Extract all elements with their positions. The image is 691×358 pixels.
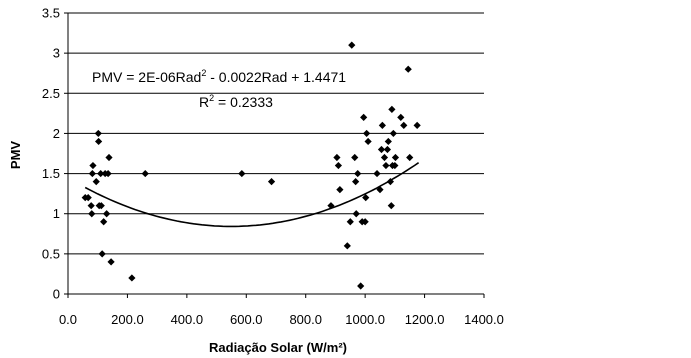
data-point — [88, 210, 96, 218]
y-tick-label: 1.5 — [42, 166, 60, 181]
data-point — [327, 202, 335, 210]
x-tick-label: 200.0 — [111, 312, 144, 327]
data-point — [94, 129, 102, 138]
data-point — [84, 194, 92, 202]
data-point — [346, 218, 354, 226]
data-point — [267, 178, 276, 186]
axes — [64, 12, 485, 298]
y-tick-label: 2.5 — [42, 86, 60, 101]
data-point — [238, 169, 246, 178]
data-point — [377, 145, 386, 154]
data-point — [380, 153, 389, 162]
polynomial-trendline — [84, 162, 420, 228]
x-tick-label: 1200.0 — [405, 312, 445, 327]
y-tick-label: 2 — [53, 126, 60, 141]
data-point — [397, 113, 405, 121]
y-tick-label: 0 — [53, 287, 60, 302]
data-point — [100, 218, 108, 226]
r-squared-label: R2 = 0.2333 — [199, 93, 273, 110]
data-point — [98, 250, 106, 258]
tick-labels: 0 0.5 1 1.5 2 2.5 3 3.5 0.0 200.0 400.0 600.0 800.0 1… — [42, 6, 504, 328]
data-point — [354, 169, 362, 178]
data-point — [387, 202, 395, 210]
data-point — [384, 137, 392, 146]
data-point — [391, 161, 399, 170]
data-point — [360, 113, 368, 121]
data-point — [128, 274, 136, 282]
data-point — [95, 137, 103, 146]
data-point — [386, 178, 394, 186]
data-point — [348, 41, 356, 49]
y-tick-label: 0.5 — [42, 246, 60, 261]
data-point — [400, 121, 408, 129]
data-point — [334, 161, 342, 170]
data-point — [363, 129, 371, 138]
data-point — [364, 137, 372, 146]
data-point — [362, 194, 370, 202]
data-point — [92, 178, 100, 186]
data-point — [107, 258, 115, 266]
data-point — [352, 210, 360, 218]
data-point — [333, 153, 341, 162]
data-point — [351, 153, 359, 162]
x-tick-label: 800.0 — [289, 312, 322, 327]
data-point — [389, 129, 397, 138]
y-tick-label: 1 — [53, 206, 60, 221]
data-point — [89, 161, 97, 170]
x-tick-label: 1400.0 — [464, 312, 504, 327]
data-point — [104, 169, 112, 178]
x-tick-label: 600.0 — [230, 312, 263, 327]
data-point — [357, 282, 365, 290]
y-axis-title: PMV — [8, 141, 23, 170]
gridlines — [68, 12, 484, 255]
trendline-equation: PMV = 2E-06Rad2 - 0.0022Rad + 1.4471 — [92, 68, 346, 85]
data-point — [88, 169, 96, 178]
data-point — [336, 186, 344, 194]
data-point — [361, 218, 369, 226]
data-point — [388, 105, 396, 113]
x-axis-title: Radiação Solar (W/m²) — [209, 340, 347, 355]
data-point — [404, 65, 412, 73]
data-points — [81, 41, 421, 290]
data-point — [382, 161, 390, 170]
data-point — [343, 242, 351, 250]
data-point — [373, 169, 381, 178]
y-tick-label: 3.5 — [42, 6, 60, 21]
data-point — [413, 121, 421, 129]
y-tick-label: 3 — [53, 46, 60, 61]
x-tick-label: 1000.0 — [345, 312, 385, 327]
data-point — [391, 153, 400, 162]
data-point — [105, 153, 113, 162]
x-tick-label: 400.0 — [171, 312, 204, 327]
data-point — [376, 186, 384, 194]
data-point — [87, 202, 95, 210]
data-point — [97, 169, 105, 178]
data-point — [141, 169, 149, 178]
x-tick-label: 0.0 — [59, 312, 77, 327]
data-point — [383, 145, 392, 154]
data-point — [378, 121, 386, 129]
data-point — [406, 153, 414, 162]
data-point — [352, 178, 360, 186]
data-point — [103, 210, 111, 218]
data-point — [97, 202, 105, 210]
